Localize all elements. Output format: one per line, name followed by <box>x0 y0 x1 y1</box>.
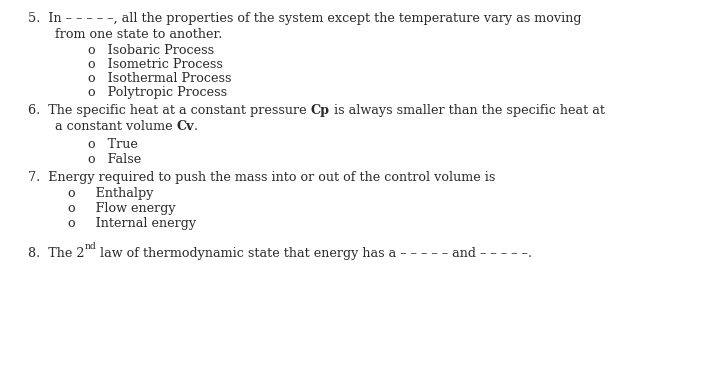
Text: nd: nd <box>84 242 96 251</box>
Text: a constant volume: a constant volume <box>55 120 176 133</box>
Text: o   True: o True <box>88 138 138 151</box>
Text: o   Isobaric Process: o Isobaric Process <box>88 44 214 57</box>
Text: from one state to another.: from one state to another. <box>55 28 222 41</box>
Text: o     Flow energy: o Flow energy <box>68 202 176 215</box>
Text: Cv: Cv <box>176 120 194 133</box>
Text: o   Isometric Process: o Isometric Process <box>88 58 223 71</box>
Text: law of thermodynamic state that energy has a – – – – – and – – – – –.: law of thermodynamic state that energy h… <box>96 247 532 260</box>
Text: 8.  The 2: 8. The 2 <box>28 247 84 260</box>
Text: o     Internal energy: o Internal energy <box>68 217 196 230</box>
Text: 7.  Energy required to push the mass into or out of the control volume is: 7. Energy required to push the mass into… <box>28 171 495 184</box>
Text: o   False: o False <box>88 153 141 166</box>
Text: o   Polytropic Process: o Polytropic Process <box>88 86 227 99</box>
Text: 5.  In – – – – –, all the properties of the system except the temperature vary a: 5. In – – – – –, all the properties of t… <box>28 12 582 25</box>
Text: o     Enthalpy: o Enthalpy <box>68 187 153 200</box>
Text: Cp: Cp <box>310 104 330 117</box>
Text: o   Isothermal Process: o Isothermal Process <box>88 72 232 85</box>
Text: is always smaller than the specific heat at: is always smaller than the specific heat… <box>330 104 605 117</box>
Text: 6.  The specific heat at a constant pressure: 6. The specific heat at a constant press… <box>28 104 310 117</box>
Text: .: . <box>194 120 198 133</box>
